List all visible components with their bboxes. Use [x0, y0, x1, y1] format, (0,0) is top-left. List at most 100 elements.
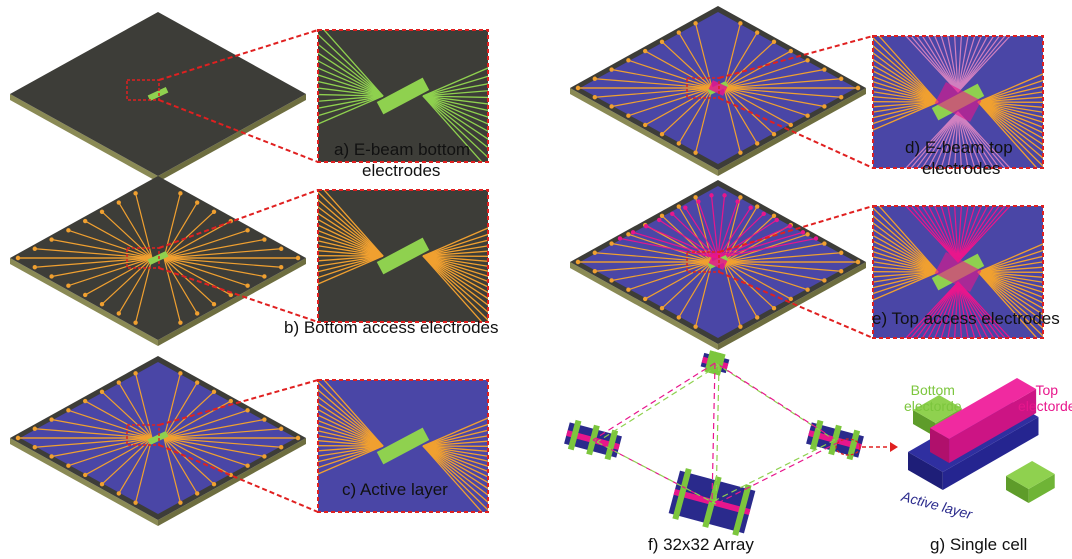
bottom-access-right-pad — [279, 265, 283, 269]
top-access-pad — [801, 230, 805, 234]
bottom-access-right-pad — [772, 214, 776, 218]
cell-label-bottom-line1: Bottom — [904, 382, 962, 398]
top-access-pad — [644, 224, 648, 228]
bottom-access-right-pad — [738, 150, 742, 154]
bottom-access-right-pad — [805, 58, 809, 62]
bottom-access-right-pad — [805, 288, 809, 292]
chip-c — [10, 356, 306, 526]
bottom-access-left-pad — [609, 241, 613, 245]
bottom-access-left-pad — [576, 86, 580, 90]
bottom-access-left-pad — [133, 191, 137, 195]
bottom-access-right-pad — [262, 417, 266, 421]
bottom-access-left-pad — [83, 219, 87, 223]
bottom-access-left-pad — [83, 399, 87, 403]
bottom-access-right-pad — [229, 399, 233, 403]
bottom-access-right-pad — [245, 228, 249, 232]
top-access-pad — [670, 212, 674, 216]
bottom-access-left-pad — [693, 150, 697, 154]
bottom-access-left-pad — [100, 302, 104, 306]
bottom-access-right-pad — [856, 260, 860, 264]
caption-a-line1: a) E-beam bottom — [334, 140, 470, 160]
bottom-access-left-pad — [643, 297, 647, 301]
bottom-access-left-pad — [49, 237, 53, 241]
bottom-access-right-pad — [296, 436, 300, 440]
bottom-access-left-pad — [593, 95, 597, 99]
bottom-access-left-pad — [677, 30, 681, 34]
cell-label-bottom-line2: electorde — [904, 398, 962, 414]
bottom-access-left-pad — [33, 445, 37, 449]
bottom-access-left-pad — [593, 269, 597, 273]
top-access-pad — [683, 205, 687, 209]
bottom-access-left-pad — [677, 315, 681, 319]
top-access-pad — [735, 199, 739, 203]
top-access-pad — [618, 236, 622, 240]
top-access-pad — [814, 236, 818, 240]
bottom-access-right-pad — [178, 371, 182, 375]
bottom-access-right-pad — [245, 408, 249, 412]
bottom-access-right-pad — [296, 256, 300, 260]
bottom-access-left-pad — [33, 265, 37, 269]
bottom-access-right-pad — [856, 86, 860, 90]
bottom-access-left-pad — [66, 228, 70, 232]
bottom-access-left-pad — [49, 417, 53, 421]
bottom-access-left-pad — [66, 284, 70, 288]
cell-label-top-line2: electorde — [1018, 398, 1072, 414]
bottom-access-left-pad — [133, 320, 137, 324]
bottom-access-left-pad — [117, 380, 121, 384]
bottom-access-right-pad — [789, 49, 793, 53]
top-access-pad — [775, 218, 779, 222]
bottom-access-right-pad — [195, 380, 199, 384]
bottom-access-left-pad — [100, 210, 104, 214]
bottom-access-left-pad — [626, 288, 630, 292]
bottom-access-right-pad — [738, 324, 742, 328]
caption-b: b) Bottom access electrodes — [284, 318, 498, 338]
bottom-access-right-pad — [755, 315, 759, 319]
top-access-pad — [709, 193, 713, 197]
zoom-content — [273, 349, 533, 544]
bottom-access-left-pad — [83, 293, 87, 297]
bottom-access-right-pad — [279, 427, 283, 431]
bottom-access-right-pad — [805, 232, 809, 236]
bottom-access-left-pad — [609, 67, 613, 71]
bottom-access-right-pad — [212, 390, 216, 394]
caption-e: e) Top access electrodes — [872, 309, 1060, 329]
bottom-access-right-pad — [738, 195, 742, 199]
chip-e — [570, 180, 866, 350]
bottom-access-left-pad — [66, 464, 70, 468]
bottom-access-left-pad — [660, 40, 664, 44]
bottom-access-right-pad — [772, 132, 776, 136]
bottom-access-left-pad — [33, 247, 37, 251]
bottom-access-right-pad — [839, 77, 843, 81]
top-access-pad — [722, 193, 726, 197]
bottom-access-right-pad — [212, 482, 216, 486]
cell-label-bottom: Bottom electorde — [904, 382, 962, 414]
top-access-pad — [657, 218, 661, 222]
bottom-access-right-pad — [805, 114, 809, 118]
caption-c: c) Active layer — [342, 480, 448, 500]
bottom-access-right-pad — [822, 241, 826, 245]
top-access-pad — [788, 224, 792, 228]
bottom-access-left-pad — [626, 58, 630, 62]
top-access-pad — [748, 205, 752, 209]
zoom-content — [828, 172, 1072, 372]
bottom-access-right-pad — [772, 40, 776, 44]
array-dashed-link — [597, 365, 719, 442]
bottom-access-left-pad — [33, 427, 37, 431]
bottom-access-left-pad — [83, 473, 87, 477]
bottom-access-right-pad — [839, 269, 843, 273]
bottom-access-left-pad — [626, 232, 630, 236]
bottom-access-left-pad — [660, 306, 664, 310]
bottom-access-right-pad — [822, 67, 826, 71]
array-dashed-link — [715, 363, 835, 440]
bottom-access-right-pad — [212, 210, 216, 214]
bottom-access-left-pad — [643, 123, 647, 127]
chip-d — [570, 6, 866, 176]
bottom-access-right-pad — [262, 274, 266, 278]
caption-d-line1: d) E-beam top — [905, 138, 1013, 158]
bottom-access-left-pad — [49, 454, 53, 458]
bottom-access-right-pad — [755, 204, 759, 208]
bottom-access-right-pad — [212, 302, 216, 306]
bottom-access-right-pad — [822, 104, 826, 108]
bottom-access-left-pad — [693, 195, 697, 199]
